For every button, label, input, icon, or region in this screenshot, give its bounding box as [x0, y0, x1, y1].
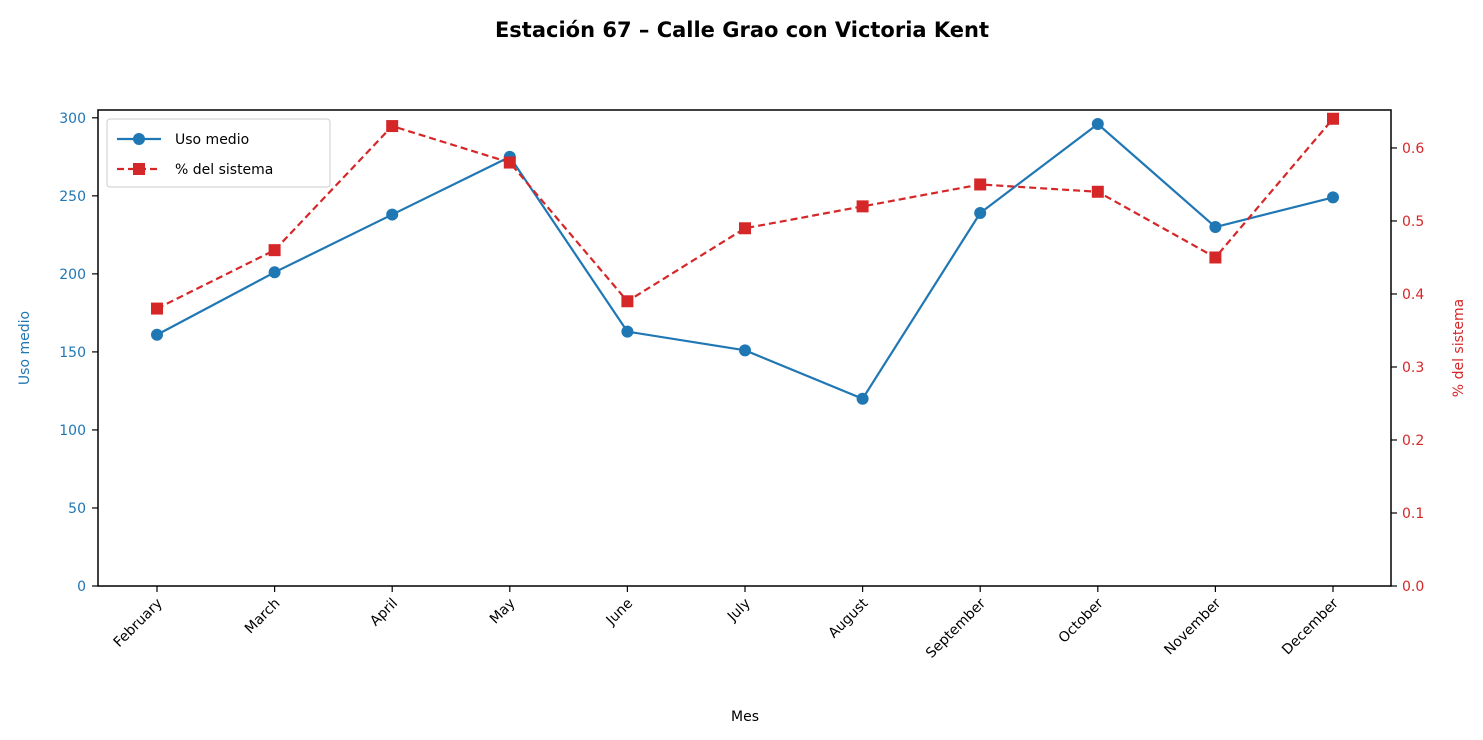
x-tick-label: May [487, 596, 519, 628]
y-right-tick-label: 0.5 [1402, 214, 1424, 230]
y-left-axis-label: Uso medio [17, 311, 33, 385]
data-point [739, 222, 751, 235]
data-point [386, 208, 399, 221]
series-line [156, 122, 1334, 401]
data-point [503, 156, 516, 169]
legend-marker [133, 133, 145, 145]
data-point [974, 207, 987, 220]
x-tick-label: October [1056, 595, 1107, 646]
data-point [268, 244, 281, 257]
x-tick-label: March [242, 596, 283, 637]
x-tick-label: November [1161, 595, 1224, 658]
x-tick-label: April [367, 596, 401, 630]
data-point [151, 328, 163, 341]
x-tick-label: February [111, 596, 166, 651]
data-point [621, 325, 634, 338]
x-axis-label: Mes [731, 709, 759, 725]
data-point [1091, 118, 1104, 131]
data-point [151, 302, 163, 315]
legend-frame [106, 118, 331, 188]
y-left-tick-label: 200 [59, 267, 86, 283]
y-left-tick-label: 100 [59, 423, 86, 439]
y-right-tick-label: 0.0 [1402, 579, 1424, 595]
y-left-tick-label: 300 [59, 111, 86, 127]
y-right-tick-label: 0.6 [1402, 141, 1424, 157]
data-point [1091, 185, 1104, 198]
data-point [1209, 221, 1222, 234]
data-point [621, 295, 634, 308]
y-right-tick-label: 0.2 [1402, 433, 1424, 449]
y-right-axis-label: % del sistema [1451, 299, 1467, 397]
series-line [156, 118, 1334, 310]
data-point [386, 120, 399, 133]
x-tick-label: July [724, 596, 754, 626]
data-point [1209, 251, 1222, 264]
plot-layer: February March April May June July August Septe… [59, 109, 1424, 662]
legend-marker [133, 163, 145, 175]
legend-label: Uso medio [175, 132, 249, 148]
y-right-tick-label: 0.4 [1402, 287, 1424, 303]
data-point [739, 344, 751, 357]
x-tick-label: December [1279, 595, 1342, 658]
legend-label: % del sistema [175, 162, 273, 178]
data-point [268, 266, 281, 279]
y-left-tick-label: 250 [59, 189, 86, 205]
data-point [856, 200, 869, 213]
y-left-tick-label: 50 [68, 501, 86, 517]
data-point [856, 392, 869, 405]
legend: Uso medio % del sistema [106, 118, 331, 188]
y-right-tick-label: 0.1 [1402, 506, 1424, 522]
x-tick-label: June [603, 596, 637, 630]
data-point [1327, 112, 1339, 125]
data-point [1327, 191, 1339, 204]
y-left-tick-label: 0 [77, 579, 86, 595]
y-right-tick-label: 0.3 [1402, 360, 1424, 376]
y-left-tick-label: 150 [59, 345, 86, 361]
data-point [974, 178, 987, 191]
x-tick-label: September [923, 595, 989, 661]
x-tick-label: August [825, 595, 871, 641]
chart-title: Estación 67 – Calle Grao con Victoria Ke… [495, 18, 989, 42]
